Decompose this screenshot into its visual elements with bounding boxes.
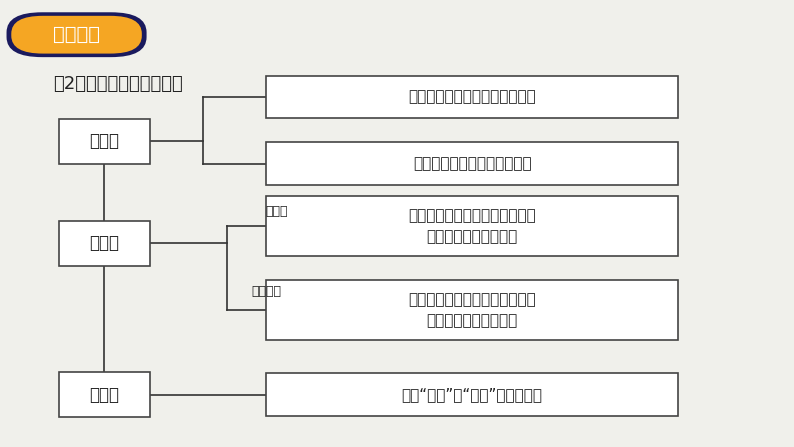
FancyBboxPatch shape	[59, 221, 150, 266]
FancyBboxPatch shape	[59, 372, 150, 417]
Text: 新课讲解: 新课讲解	[53, 25, 100, 44]
Text: 始于被还原的物质中的降价元素
止于产物中的相应元素: 始于被还原的物质中的降价元素 止于产物中的相应元素	[408, 208, 536, 244]
Text: 化合价没有变化得到不用标明: 化合价没有变化得到不用标明	[413, 156, 531, 171]
FancyBboxPatch shape	[267, 143, 678, 185]
FancyBboxPatch shape	[267, 280, 678, 340]
FancyBboxPatch shape	[267, 76, 678, 118]
Text: 标价态: 标价态	[89, 132, 119, 150]
Text: 连双线: 连双线	[89, 235, 119, 253]
FancyBboxPatch shape	[267, 373, 678, 416]
Text: 标出“失去”或“得到”电子的总数: 标出“失去”或“得到”电子的总数	[402, 387, 542, 402]
FancyBboxPatch shape	[11, 16, 142, 54]
Text: 另一条线: 另一条线	[252, 285, 281, 298]
Text: 一条线: 一条线	[265, 205, 288, 218]
FancyBboxPatch shape	[59, 119, 150, 164]
Text: 始于被氧化的物质中的升价元素
止于产物中的相应元素: 始于被氧化的物质中的升价元素 止于产物中的相应元素	[408, 292, 536, 328]
FancyBboxPatch shape	[267, 196, 678, 256]
Text: 标明所有化合价发生变化的元素: 标明所有化合价发生变化的元素	[408, 89, 536, 105]
FancyBboxPatch shape	[6, 12, 147, 57]
Text: 注得失: 注得失	[89, 385, 119, 404]
Text: （2）双线桥法的基本步骤: （2）双线桥法的基本步骤	[53, 75, 183, 93]
